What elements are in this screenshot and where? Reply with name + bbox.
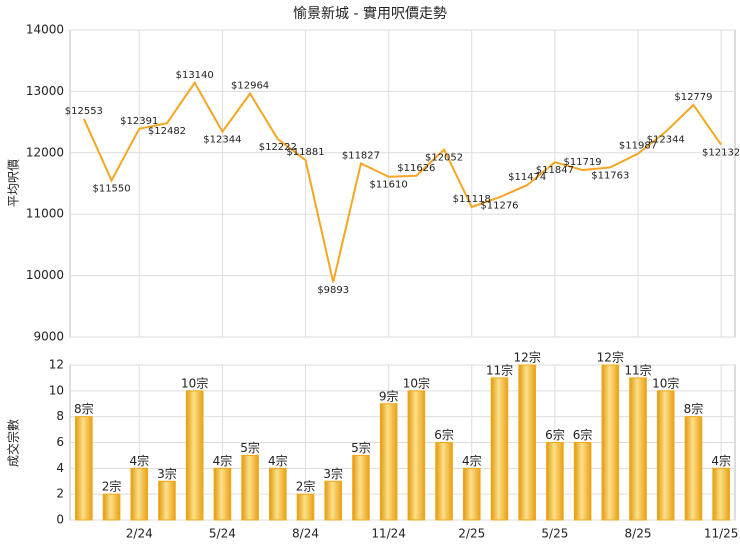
bar xyxy=(573,442,592,521)
y-tick-label: 12000 xyxy=(26,145,64,159)
y-tick-label: 14000 xyxy=(26,23,64,37)
bar xyxy=(379,403,398,521)
data-label: 2宗 xyxy=(296,479,316,494)
y-tick-label: 8 xyxy=(56,409,64,423)
data-label: 12宗 xyxy=(597,350,624,365)
y-tick-label: 0 xyxy=(56,513,64,527)
y-tick-label: 6 xyxy=(56,435,64,449)
data-label: $12779 xyxy=(674,92,712,103)
y-axis-label: 平均呎價 xyxy=(7,159,21,207)
y-tick-label: 4 xyxy=(56,461,64,475)
bar xyxy=(684,416,703,521)
data-label: 12宗 xyxy=(514,350,541,365)
y-tick-label: 2 xyxy=(56,487,64,501)
x-tick-label: 2/24 xyxy=(126,527,153,541)
x-tick-label: 11/25 xyxy=(704,527,739,541)
x-tick-label: 5/25 xyxy=(541,527,568,541)
data-label: $9893 xyxy=(317,285,349,296)
bar xyxy=(629,377,647,521)
data-label: $11763 xyxy=(591,170,629,181)
bar xyxy=(601,364,620,521)
bar xyxy=(130,467,149,521)
bar xyxy=(656,390,675,521)
data-label: $11550 xyxy=(92,183,130,194)
data-label: $11881 xyxy=(286,147,324,158)
y-tick-label: 10 xyxy=(49,383,64,397)
bar xyxy=(407,390,426,521)
data-label: $12482 xyxy=(148,126,186,137)
bar xyxy=(296,493,315,521)
data-label: $11827 xyxy=(342,150,380,161)
data-label: $12052 xyxy=(425,153,463,164)
data-label: 4宗 xyxy=(129,453,149,468)
data-label: $11719 xyxy=(564,157,602,168)
data-label: 4宗 xyxy=(268,453,288,468)
price-line xyxy=(82,80,722,283)
bar xyxy=(269,467,287,521)
bar xyxy=(75,416,93,521)
x-tick-label: 8/24 xyxy=(292,527,319,541)
bar xyxy=(352,454,370,521)
data-label: $11626 xyxy=(397,163,435,174)
bar xyxy=(324,480,343,521)
data-label: $11276 xyxy=(480,200,518,211)
data-label: $11847 xyxy=(536,165,574,176)
data-label: $12391 xyxy=(120,116,158,127)
data-label: $13140 xyxy=(176,70,214,81)
data-label: 6宗 xyxy=(573,427,593,442)
data-label: $11118 xyxy=(453,194,491,205)
bar xyxy=(185,390,204,521)
data-label: 3宗 xyxy=(323,466,343,481)
data-label: $12344 xyxy=(203,135,241,146)
y-tick-label: 10000 xyxy=(26,268,64,282)
x-tick-label: 11/24 xyxy=(371,527,406,541)
data-label: $11610 xyxy=(370,180,408,191)
data-label: 4宗 xyxy=(462,453,482,468)
data-label: 9宗 xyxy=(379,388,399,403)
bar xyxy=(546,442,564,521)
data-label: 3宗 xyxy=(157,466,177,481)
data-label: 5宗 xyxy=(351,440,371,455)
plot-area xyxy=(69,29,736,338)
bar xyxy=(213,467,232,521)
bar xyxy=(490,377,509,521)
data-label: 2宗 xyxy=(102,479,122,494)
data-label: 10宗 xyxy=(181,375,208,390)
data-label: 10宗 xyxy=(652,375,679,390)
x-tick-label: 8/25 xyxy=(625,527,652,541)
data-label: 8宗 xyxy=(74,401,94,416)
data-label: $12964 xyxy=(231,81,269,92)
data-label: 11宗 xyxy=(486,362,513,377)
data-label: 4宗 xyxy=(711,453,731,468)
data-label: $11987 xyxy=(619,141,657,152)
data-label: 6宗 xyxy=(434,427,454,442)
data-label: 8宗 xyxy=(684,401,704,416)
data-label: 6宗 xyxy=(545,427,565,442)
bar xyxy=(518,364,536,521)
x-tick-label: 2/25 xyxy=(458,527,485,541)
x-tick-label: 5/24 xyxy=(209,527,236,541)
y-tick-label: 12 xyxy=(49,358,64,372)
y-axis-label: 成交宗數 xyxy=(6,419,21,467)
bar xyxy=(462,467,481,521)
bar xyxy=(241,454,259,521)
bar xyxy=(102,493,121,521)
y-tick-label: 13000 xyxy=(26,84,64,98)
data-label: 11宗 xyxy=(624,362,651,377)
bar xyxy=(435,442,453,521)
bar xyxy=(712,467,730,521)
y-tick-label: 11000 xyxy=(26,207,64,221)
data-label: $12344 xyxy=(647,135,685,146)
data-label: 4宗 xyxy=(213,453,233,468)
data-label: 5宗 xyxy=(240,440,260,455)
data-label: $12132 xyxy=(702,148,740,159)
data-label: $12222 xyxy=(259,142,297,153)
y-tick-label: 9000 xyxy=(33,330,64,344)
data-label: 10宗 xyxy=(403,375,430,390)
data-label: $11474 xyxy=(508,172,546,183)
bar xyxy=(158,480,176,521)
data-label: $12553 xyxy=(65,106,103,117)
chart-title: 愉景新城 - 實用呎價走勢 xyxy=(293,5,447,22)
